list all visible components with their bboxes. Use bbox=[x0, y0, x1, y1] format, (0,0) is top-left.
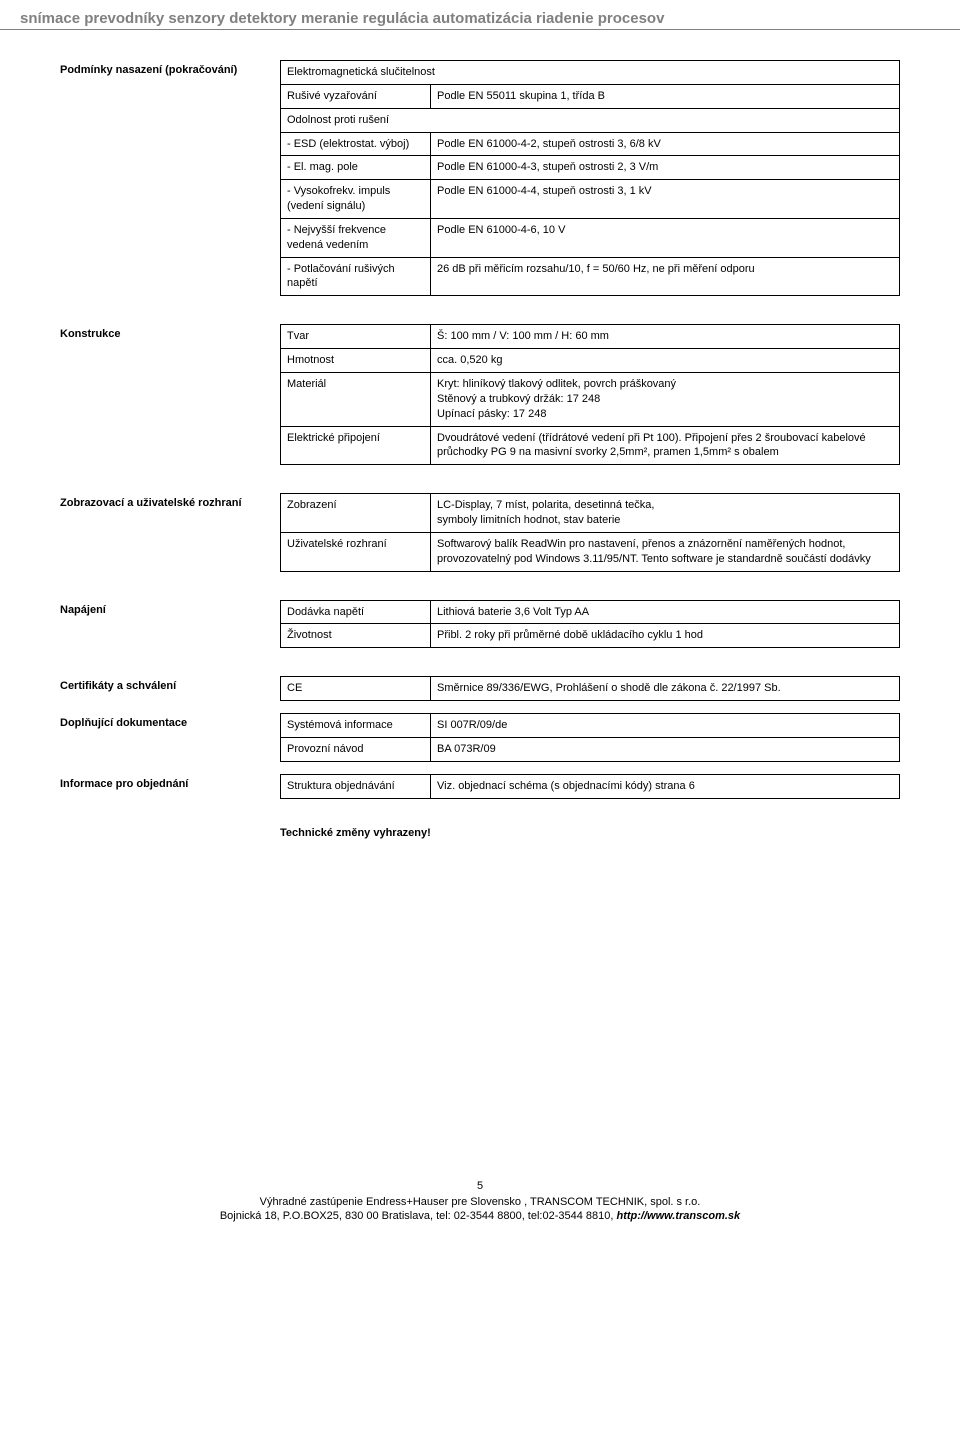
tech-note: Technické změny vyhrazeny! bbox=[280, 827, 900, 839]
section-konstrukce: Konstrukce Tvar Š: 100 mm / V: 100 mm / … bbox=[60, 324, 900, 465]
cell: - ESD (elektrostat. výboj) bbox=[281, 132, 431, 156]
cell: Softwarový balík ReadWin pro nastavení, … bbox=[431, 532, 900, 571]
cell: - El. mag. pole bbox=[281, 156, 431, 180]
cell: SI 007R/09/de bbox=[431, 714, 900, 738]
footer-line2-text: Bojnická 18, P.O.BOX25, 830 00 Bratislav… bbox=[220, 1210, 617, 1222]
cell: Rušivé vyzařování bbox=[281, 84, 431, 108]
cell: cca. 0,520 kg bbox=[431, 349, 900, 373]
table-zobrazovaci: Zobrazení LC-Display, 7 míst, polarita, … bbox=[280, 493, 900, 571]
table-doplnujici: Systémová informace SI 007R/09/de Provoz… bbox=[280, 713, 900, 762]
table-certifikaty: CE Směrnice 89/336/EWG, Prohlášení o sho… bbox=[280, 676, 900, 701]
cell: Elektromagnetická slučitelnost bbox=[281, 61, 900, 85]
cell: Dvoudrátové vedení (třídrátové vedení př… bbox=[431, 426, 900, 465]
content: Podmínky nasazení (pokračování) Elektrom… bbox=[0, 30, 960, 859]
cell: Systémová informace bbox=[281, 714, 431, 738]
cell: Viz. objednací schéma (s objednacími kód… bbox=[431, 774, 900, 798]
cell: Podle EN 61000-4-6, 10 V bbox=[431, 218, 900, 257]
cell: Odolnost proti rušení bbox=[281, 108, 900, 132]
cell: Struktura objednávání bbox=[281, 774, 431, 798]
cell: Hmotnost bbox=[281, 349, 431, 373]
section-label: Informace pro objednání bbox=[60, 774, 280, 799]
section-informace: Informace pro objednání Struktura objedn… bbox=[60, 774, 900, 799]
table-napajeni: Dodávka napětí Lithiová baterie 3,6 Volt… bbox=[280, 600, 900, 649]
section-label: Podmínky nasazení (pokračování) bbox=[60, 60, 280, 296]
section-label: Zobrazovací a uživatelské rozhraní bbox=[60, 493, 280, 571]
section-podminky: Podmínky nasazení (pokračování) Elektrom… bbox=[60, 60, 900, 296]
cell: - Potlačování rušivých napětí bbox=[281, 257, 431, 296]
cell: Podle EN 61000-4-3, stupeň ostrosti 2, 3… bbox=[431, 156, 900, 180]
footer-line1: Výhradné zastúpenie Endress+Hauser pre S… bbox=[0, 1195, 960, 1209]
cell: Kryt: hliníkový tlakový odlitek, povrch … bbox=[431, 372, 900, 426]
cell: CE bbox=[281, 677, 431, 701]
cell: - Nejvyšší frekvence vedená vedením bbox=[281, 218, 431, 257]
cell: Tvar bbox=[281, 325, 431, 349]
cell: Podle EN 55011 skupina 1, třída B bbox=[431, 84, 900, 108]
cell: LC-Display, 7 míst, polarita, desetinná … bbox=[431, 494, 900, 533]
section-label: Konstrukce bbox=[60, 324, 280, 465]
table-konstrukce: Tvar Š: 100 mm / V: 100 mm / H: 60 mm Hm… bbox=[280, 324, 900, 465]
section-label: Napájení bbox=[60, 600, 280, 649]
cell: Provozní návod bbox=[281, 737, 431, 761]
section-label: Certifikáty a schválení bbox=[60, 676, 280, 701]
cell: Š: 100 mm / V: 100 mm / H: 60 mm bbox=[431, 325, 900, 349]
cell: Elektrické připojení bbox=[281, 426, 431, 465]
section-zobrazovaci: Zobrazovací a uživatelské rozhraní Zobra… bbox=[60, 493, 900, 571]
cell: Dodávka napětí bbox=[281, 600, 431, 624]
section-doplnujici: Doplňující dokumentace Systémová informa… bbox=[60, 713, 900, 762]
cell: Směrnice 89/336/EWG, Prohlášení o shodě … bbox=[431, 677, 900, 701]
cell: - Vysokofrekv. impuls (vedení signálu) bbox=[281, 180, 431, 219]
footer-line2: Bojnická 18, P.O.BOX25, 830 00 Bratislav… bbox=[0, 1209, 960, 1223]
cell: Podle EN 61000-4-2, stupeň ostrosti 3, 6… bbox=[431, 132, 900, 156]
footer-link[interactable]: http://www.transcom.sk bbox=[617, 1210, 741, 1222]
section-certifikaty: Certifikáty a schválení CE Směrnice 89/3… bbox=[60, 676, 900, 701]
cell: Zobrazení bbox=[281, 494, 431, 533]
cell: Materiál bbox=[281, 372, 431, 426]
cell: 26 dB při měřicím rozsahu/10, f = 50/60 … bbox=[431, 257, 900, 296]
cell: Přibl. 2 roky při průměrné době ukládací… bbox=[431, 624, 900, 648]
section-label: Doplňující dokumentace bbox=[60, 713, 280, 762]
cell: Lithiová baterie 3,6 Volt Typ AA bbox=[431, 600, 900, 624]
cell: Životnost bbox=[281, 624, 431, 648]
cell: Uživatelské rozhraní bbox=[281, 532, 431, 571]
footer: 5 Výhradné zastúpenie Endress+Hauser pre… bbox=[0, 1179, 960, 1232]
cell: BA 073R/09 bbox=[431, 737, 900, 761]
table-informace: Struktura objednávání Viz. objednací sch… bbox=[280, 774, 900, 799]
page-header: snímace prevodníky senzory detektory mer… bbox=[0, 0, 960, 30]
section-napajeni: Napájení Dodávka napětí Lithiová baterie… bbox=[60, 600, 900, 649]
cell: Podle EN 61000-4-4, stupeň ostrosti 3, 1… bbox=[431, 180, 900, 219]
page-number: 5 bbox=[0, 1179, 960, 1193]
table-podminky: Elektromagnetická slučitelnost Rušivé vy… bbox=[280, 60, 900, 296]
